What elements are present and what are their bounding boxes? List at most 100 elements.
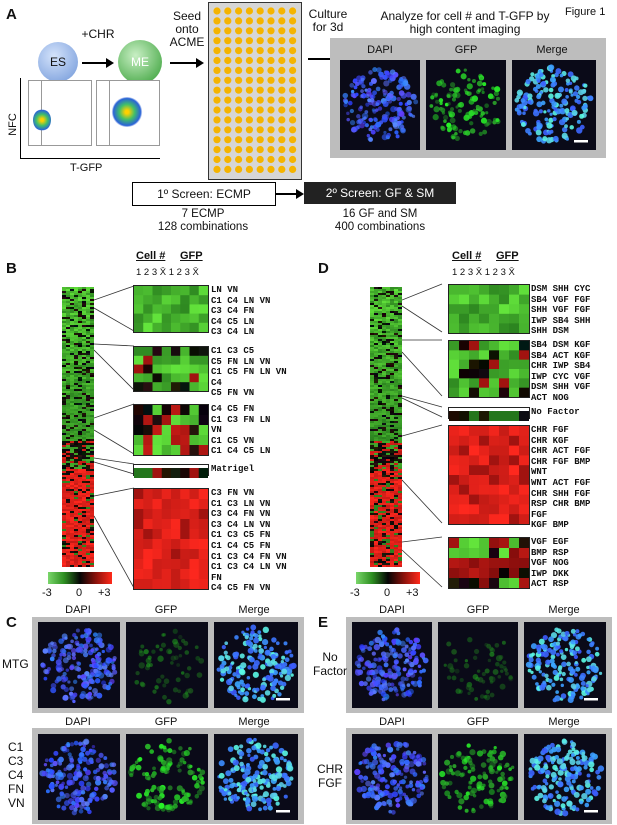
- arrow-seed: [170, 58, 204, 68]
- b-group-3: C4 C5 FN C1 C3 FN LN VN C1 C5 VN C1 C4 C…: [211, 404, 271, 457]
- me-label: ME: [131, 55, 149, 69]
- b-group-5: C3 FN VN C1 C3 LN VN C3 C4 FN VN C3 C4 L…: [211, 488, 287, 594]
- d-scale-min: -3: [350, 587, 360, 599]
- screen1-sub: 7 ECMP 128 combinations: [157, 208, 249, 233]
- panel-b-letter: B: [6, 260, 17, 277]
- panel-e-letter: E: [318, 614, 329, 631]
- e2-merge-label: Merge: [548, 716, 580, 728]
- b-group-4: Matrigel: [211, 464, 255, 474]
- d-zoom-2: [448, 340, 530, 398]
- c2-dapi-label: DAPI: [65, 716, 91, 728]
- b-zoom-4: [133, 464, 209, 479]
- screen1-title: 1º Screen: ECMP: [157, 187, 251, 201]
- arrow-screens: [276, 189, 304, 199]
- e-row2-label: CHR FGF: [317, 762, 343, 790]
- a-gfp-image: [426, 60, 506, 150]
- c1-gfp-label: GFP: [154, 604, 178, 616]
- b-group-1: LN VN C1 C4 LN VN C3 C4 FN C4 C5 LN C3 C…: [211, 285, 271, 338]
- b-zoom-3: [133, 404, 209, 456]
- e1-dapi-image: [352, 622, 432, 708]
- a-dapi-label: DAPI: [367, 44, 393, 56]
- d-group-1: DSM SHH CYC SB4 VGF FGF SHH VGF FGF IWP …: [531, 284, 591, 337]
- es-circle: ES: [38, 42, 78, 82]
- screen2-title: 2º Screen: GF & SM: [325, 186, 435, 200]
- c-row1-label: MTG: [2, 657, 29, 671]
- e2-gfp-image: [438, 734, 518, 820]
- d-ticks: 1 2 3 X̄ 1 2 3 X̄: [452, 267, 515, 278]
- e2-merge-image: [524, 734, 606, 820]
- analyze-label: Analyze for cell # and T-GFP by high con…: [380, 9, 550, 36]
- b-color-scale: [48, 572, 112, 584]
- me-circle: ME: [118, 40, 162, 84]
- plate-wells: [213, 7, 297, 173]
- b-heatmap-overview: [62, 287, 95, 568]
- c1-merge-label: Merge: [238, 604, 270, 616]
- a-gfp-label: GFP: [454, 44, 478, 56]
- d-hdr-cell: Cell #: [452, 250, 482, 262]
- c1-merge-image: [214, 622, 298, 708]
- d-group-2: SB4 DSM KGF SB4 ACT KGF CHR IWP SB4 IWP …: [531, 340, 591, 403]
- b-group-2: C1 C3 C5 C5 FN LN VN C1 C5 FN LN VN C4 C…: [211, 346, 287, 399]
- b-zoom-1: [133, 285, 209, 333]
- c1-dapi-image: [38, 622, 120, 708]
- flow-plot-2: [96, 80, 160, 146]
- d-zoom-3: [448, 407, 530, 422]
- nfc-axis-arrow: [20, 78, 21, 158]
- c2-merge-image: [214, 734, 298, 820]
- d-scale-mid: 0: [384, 587, 391, 599]
- panel-a-letter: A: [6, 6, 17, 23]
- b-ticks: 1 2 3 X̄ 1 2 3 X̄: [136, 267, 199, 278]
- e2-dapi-image: [352, 734, 432, 820]
- chr-label: +CHR: [81, 27, 115, 41]
- panel-d-letter: D: [318, 260, 329, 277]
- figure-label: Figure 1: [565, 6, 606, 18]
- e2-gfp-label: GFP: [466, 716, 490, 728]
- b-hdr-cell: Cell #: [136, 250, 166, 262]
- c2-merge-label: Merge: [238, 716, 270, 728]
- d-group-5: VGF EGF BMP RSP VGF NOG IWP DKK ACT RSP: [531, 537, 569, 590]
- c2-dapi-image: [38, 734, 120, 820]
- b-zoom-5: [133, 488, 209, 590]
- e1-merge-label: Merge: [548, 604, 580, 616]
- a-merge-label: Merge: [536, 44, 568, 56]
- tgfp-axis-label: T-GFP: [70, 162, 103, 174]
- arrow-es-me: [82, 58, 114, 68]
- d-group-4: CHR FGF CHR KGF CHR ACT FGF CHR FGF BMP …: [531, 425, 591, 531]
- culture-label: Culture for 3d: [308, 7, 348, 34]
- c1-gfp-image: [126, 622, 208, 708]
- d-scale-max: +3: [406, 587, 419, 599]
- a-dapi-image: [340, 60, 420, 150]
- d-hdr-gfp: GFP: [496, 250, 519, 262]
- b-scale-mid: 0: [76, 587, 83, 599]
- a-merge-image: [512, 60, 596, 150]
- tgfp-axis-arrow: [20, 158, 160, 159]
- e1-dapi-label: DAPI: [379, 604, 405, 616]
- c2-gfp-image: [126, 734, 208, 820]
- acme-plate: [208, 2, 302, 180]
- c2-gfp-label: GFP: [154, 716, 178, 728]
- screen2-sub: 16 GF and SM 400 combinations: [334, 208, 426, 233]
- b-scale-min: -3: [42, 587, 52, 599]
- b-zoom-2: [133, 346, 209, 392]
- seed-label: Seed onto ACME: [169, 9, 205, 49]
- d-color-scale: [356, 572, 420, 584]
- e2-dapi-label: DAPI: [379, 716, 405, 728]
- screen2-box: 2º Screen: GF & SM: [304, 182, 456, 204]
- e1-gfp-label: GFP: [466, 604, 490, 616]
- flow-plot-1: [28, 80, 92, 146]
- e1-merge-image: [524, 622, 606, 708]
- e1-gfp-image: [438, 622, 518, 708]
- e-row1-label: No Factor: [312, 650, 347, 678]
- d-heatmap-overview: [370, 287, 403, 568]
- d-group-3: No Factor: [531, 407, 580, 417]
- panel-c-letter: C: [6, 614, 17, 631]
- c1-dapi-label: DAPI: [65, 604, 91, 616]
- es-label: ES: [49, 55, 66, 69]
- d-zoom-4: [448, 425, 530, 525]
- b-zoom-lines: [94, 285, 135, 589]
- d-zoom-lines: [402, 283, 443, 588]
- d-zoom-1: [448, 284, 530, 334]
- nfc-axis-label: NFC: [6, 113, 19, 136]
- b-scale-max: +3: [98, 587, 111, 599]
- screen1-box: 1º Screen: ECMP: [132, 182, 276, 206]
